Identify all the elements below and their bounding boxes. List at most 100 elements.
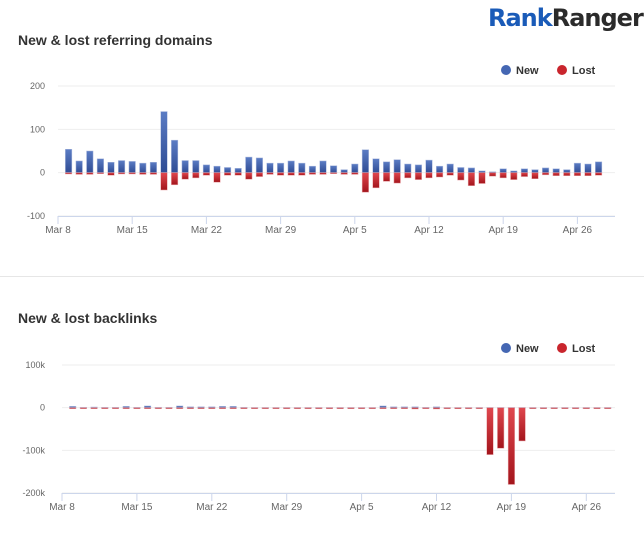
bar-lost: [171, 172, 179, 186]
bar-lost: [584, 172, 592, 176]
bar-lost: [234, 172, 242, 176]
bar-lost: [219, 407, 226, 409]
bar-new: [144, 405, 152, 408]
x-tick-label: Mar 15: [121, 502, 153, 513]
bar-new: [181, 160, 189, 173]
rankranger-logo: RankRanger: [488, 4, 644, 32]
bar-lost: [433, 407, 440, 410]
bar-lost: [283, 407, 291, 409]
bar-lost: [261, 407, 269, 409]
bar-lost: [90, 407, 98, 409]
legend-new-label: New: [516, 65, 539, 77]
bar-lost: [112, 407, 119, 409]
bar-new: [277, 162, 285, 173]
bar-lost: [540, 407, 547, 409]
x-tick-label: Mar 8: [49, 502, 75, 513]
bar-lost: [315, 407, 323, 409]
bar-lost: [186, 407, 194, 409]
legend-new-marker: [501, 65, 511, 75]
bar-lost: [176, 407, 184, 409]
bar-new: [128, 161, 136, 173]
bar-lost: [497, 407, 505, 449]
bar-lost: [372, 172, 380, 189]
x-tick-label: Apr 12: [422, 502, 452, 513]
bar-lost: [379, 407, 387, 409]
bar-lost: [326, 407, 333, 409]
bar-lost: [144, 407, 152, 409]
bar-lost: [139, 172, 147, 175]
y-tick-label: 0: [40, 403, 45, 413]
bar-new: [595, 161, 603, 173]
bar-new: [372, 158, 380, 173]
y-tick-label: 100: [30, 124, 45, 134]
bar-new: [531, 169, 539, 173]
bar-new: [478, 170, 486, 173]
legend-lost-marker: [557, 65, 567, 75]
bar-lost: [251, 407, 259, 409]
bar-lost: [208, 407, 216, 409]
bar-lost: [298, 172, 306, 176]
bar-lost: [383, 172, 391, 182]
bar-new: [298, 162, 306, 173]
bar-lost: [499, 172, 507, 179]
bar-lost: [149, 172, 157, 175]
bar-lost: [160, 172, 168, 191]
bar-lost: [255, 172, 263, 177]
x-tick-label: Apr 5: [350, 502, 374, 513]
bar-new: [75, 160, 83, 173]
bar-lost: [65, 172, 73, 175]
bar-lost: [351, 172, 359, 175]
x-tick-label: Mar 22: [191, 225, 223, 236]
bar-lost: [563, 172, 571, 176]
bar-lost: [304, 407, 312, 409]
legend-new-label: New: [516, 343, 539, 355]
bar-lost: [604, 407, 612, 409]
y-tick-label: -200k: [22, 488, 45, 498]
bar-lost: [368, 407, 376, 409]
legend-lost-label: Lost: [572, 343, 596, 355]
bar-new: [160, 111, 168, 173]
bar-new: [213, 165, 221, 173]
bar-lost: [478, 172, 486, 184]
bar-lost: [595, 172, 603, 176]
bar-lost: [128, 172, 136, 175]
bar-new: [202, 164, 210, 173]
bar-lost: [520, 172, 528, 177]
bar-lost: [422, 407, 430, 409]
y-tick-label: -100: [27, 211, 45, 221]
x-tick-label: Mar 29: [271, 502, 303, 513]
bar-lost: [165, 407, 173, 409]
bar-lost: [154, 407, 162, 409]
bar-new: [542, 167, 550, 173]
bar-lost: [336, 407, 344, 409]
bar-lost: [229, 407, 237, 409]
bar-new: [436, 165, 444, 173]
bar-new: [139, 162, 147, 173]
bar-lost: [404, 172, 412, 179]
bar-lost: [181, 172, 189, 180]
bar-lost: [443, 407, 451, 409]
bar-lost: [330, 172, 338, 174]
bar-new: [255, 157, 263, 173]
bar-new: [86, 150, 94, 173]
bar-lost: [266, 172, 274, 175]
y-tick-label: -100k: [22, 445, 45, 455]
bar-new: [224, 167, 232, 173]
bar-lost: [347, 407, 355, 409]
bar-lost: [529, 407, 537, 409]
bar-lost: [510, 172, 518, 180]
bar-lost: [552, 172, 560, 176]
bar-lost: [287, 172, 295, 176]
bar-new: [149, 162, 157, 173]
bar-lost: [411, 407, 419, 410]
bar-lost: [593, 407, 601, 409]
bar-lost: [414, 172, 422, 180]
x-tick-label: Apr 19: [488, 225, 518, 236]
bar-lost: [122, 407, 130, 409]
y-tick-label: 0: [40, 168, 45, 178]
bar-new: [499, 168, 507, 173]
bar-new: [446, 163, 454, 173]
bar-lost: [542, 172, 550, 176]
bar-lost: [86, 172, 94, 175]
bar-lost: [425, 172, 433, 179]
